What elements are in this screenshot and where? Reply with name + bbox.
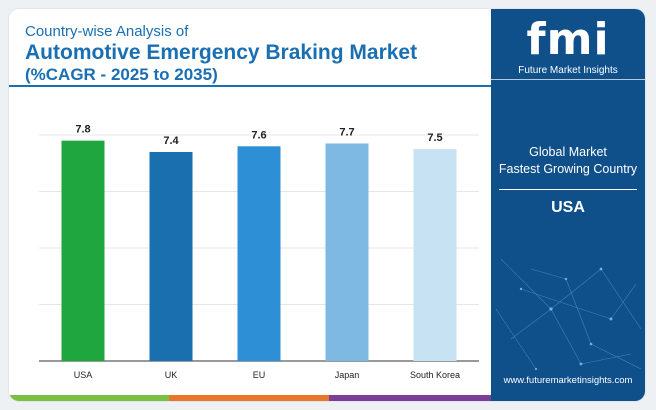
global-market-label: Global Market [529,145,607,159]
fastest-growing-label: Global Market Fastest Growing Country [491,144,645,178]
fmi-logo-caption: Future Market Insights [518,65,618,76]
fastest-growing-country-label: Fastest Growing Country [498,162,638,176]
data-label: 7.8 [75,124,90,136]
chart-title-cagr: (%CAGR - 2025 to 2035) [25,65,218,84]
network-pattern-decoration [495,258,642,371]
x-tick-label: USA [74,370,93,380]
website-url[interactable]: www.futuremarketinsights.com [503,375,633,386]
data-label: 7.6 [251,129,266,141]
bar-eu [237,146,281,361]
bar-uk [149,151,193,361]
sidebar-panel: fmi Future Market Insights Global Market… [491,9,645,401]
footer-stripe-green [9,395,169,401]
sidebar-separator [499,189,637,190]
data-label: 7.5 [427,132,442,144]
data-label: 7.7 [339,126,354,138]
bar-japan [325,143,369,361]
bar-usa [61,140,105,361]
fmi-logo: fmi Future Market Insights [491,14,645,77]
sidebar-divider [491,79,645,80]
x-tick-label: EU [253,370,266,380]
data-label: 7.4 [163,135,179,147]
fmi-logo-wordmark: fmi [526,14,610,65]
footer-stripe-orange [169,395,329,401]
bar-chart: 7.8 USA 7.4 UK 7.6 EU 7.7 Japan 7.5 South Korea [39,124,479,380]
report-card: Country-wise Analysis of Automotive Emer… [9,9,645,401]
footer-stripe-purple [329,395,491,401]
chart-title: Automotive Emergency Braking Market [25,41,418,64]
title-block: Country-wise Analysis of Automotive Emer… [25,23,495,85]
bar-south-korea [413,149,457,361]
fastest-country-value: USA [551,199,585,216]
x-tick-label: UK [165,370,178,380]
chart-subtitle: Country-wise Analysis of [25,23,189,40]
x-tick-label: Japan [335,370,360,380]
x-tick-label: South Korea [410,370,460,380]
title-divider [9,85,491,87]
